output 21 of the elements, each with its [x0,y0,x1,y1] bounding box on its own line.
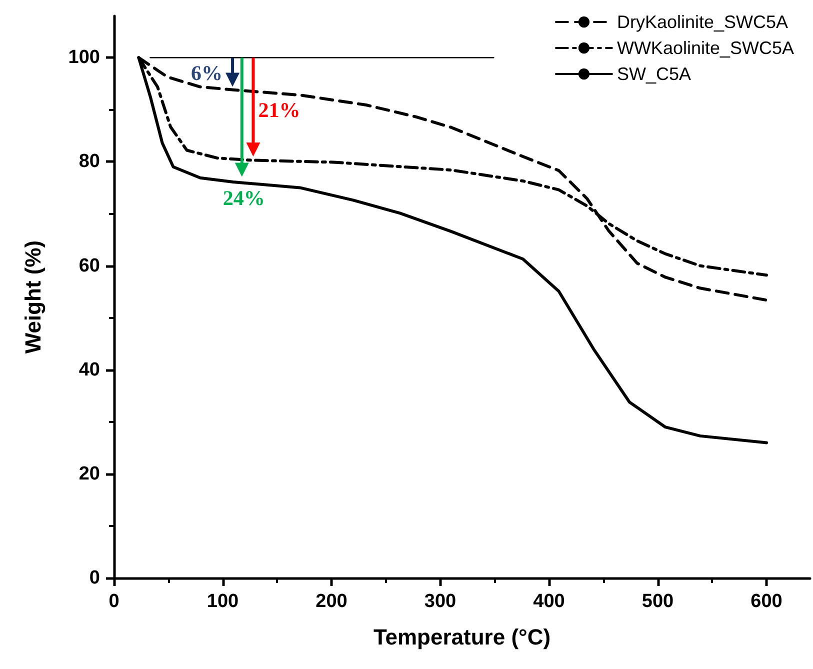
y-tick-label: 20 [78,463,100,484]
y-tick-label: 80 [78,151,100,172]
y-axis-title: Weight (%) [20,240,46,354]
annotation: 21% [258,98,300,122]
annotation: 6% [191,61,223,86]
x-tick-label: 100 [206,591,239,612]
y-tick-label: 100 [68,47,100,68]
x-tick-label: 500 [642,591,674,612]
x-tick-label: 600 [750,591,782,612]
annotation: 24% [222,186,265,210]
x-tick-label: 300 [424,591,456,612]
x-tick-label: 200 [316,591,348,612]
y-tick-label: 40 [78,359,100,380]
y-tick-label: 60 [78,255,100,276]
legend-label: SW_C5A [616,64,691,84]
legend-label: WWKaolinite_SWC5A [616,38,794,58]
x-axis-title: Temperature (°C) [373,624,551,650]
y-tick-label: 0 [89,568,100,588]
x-tick-label: 400 [533,591,565,612]
legend-label: DryKaolinite_SWC5A [616,12,788,32]
x-tick-label: 0 [108,591,120,612]
